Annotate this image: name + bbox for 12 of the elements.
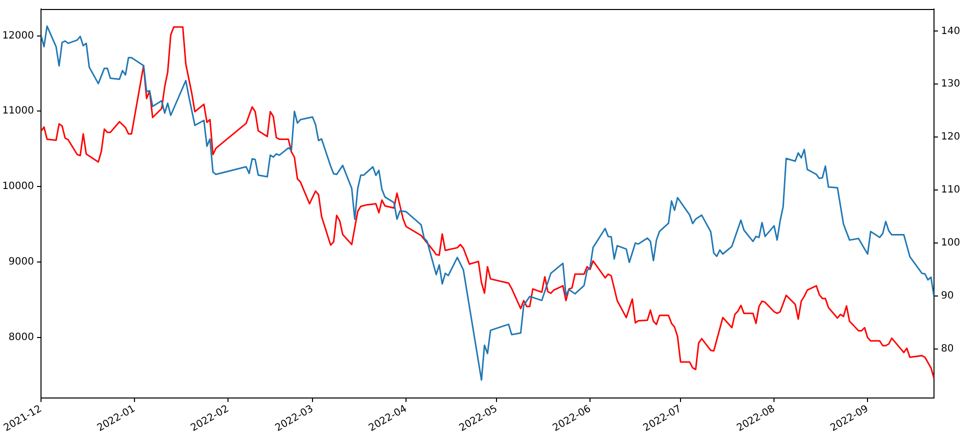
y-tick-label: 11000 <box>2 106 34 117</box>
y-tick-label: 8000 <box>8 332 34 343</box>
y2-tick-label: 140 <box>941 26 960 37</box>
y2-tick-label: 100 <box>941 238 960 249</box>
y2-tick-label: 130 <box>941 78 960 90</box>
y-tick-label: 12000 <box>2 30 34 42</box>
y2-tick-label: 120 <box>941 132 960 143</box>
y2-tick-label: 90 <box>941 290 954 302</box>
y2-tick-label: 110 <box>941 184 960 196</box>
y-tick-label: 9000 <box>8 256 34 268</box>
y2-tick-label: 80 <box>941 343 954 354</box>
y-tick-label: 10000 <box>2 181 34 192</box>
